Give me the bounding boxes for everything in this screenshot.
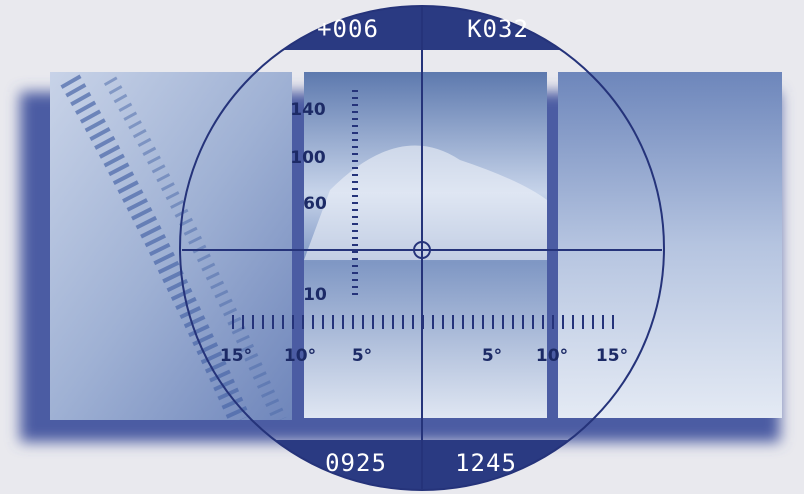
scale-label: 5° <box>482 346 502 366</box>
scale-label: 60 <box>303 194 327 214</box>
vertical-scale-labels: 140 100 60 10 <box>290 100 327 305</box>
header-left: +006 <box>317 15 379 43</box>
scale-label: 5° <box>352 346 372 366</box>
reticle <box>179 5 665 491</box>
scale-label: 10° <box>284 346 316 366</box>
footer-left: 0925 <box>325 449 387 477</box>
header-right: K032 <box>467 15 529 43</box>
scale-label: 100 <box>290 148 326 168</box>
backdrop <box>20 72 782 442</box>
footer-right: 1245 <box>455 449 517 477</box>
scale-label: 15° <box>220 346 252 366</box>
scale-label: 140 <box>290 100 326 120</box>
scale-label: 10° <box>536 346 568 366</box>
scale-label: 15° <box>596 346 628 366</box>
horizontal-scale-labels: 15° 10° 5° 5° 10° 15° <box>220 346 628 366</box>
scale-label: 10 <box>303 285 327 305</box>
